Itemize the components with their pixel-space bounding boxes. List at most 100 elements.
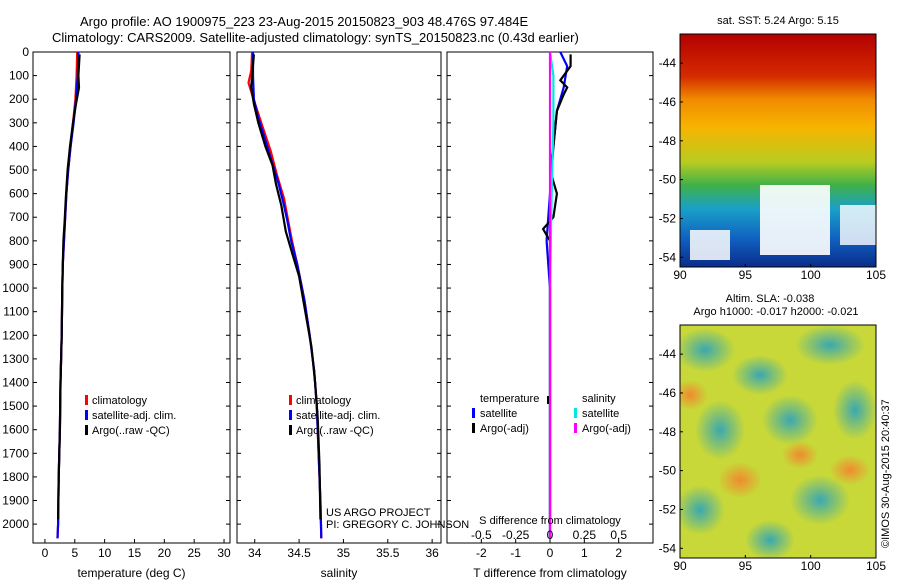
y-tick-label: 700 [9, 210, 29, 224]
y-tick-label: 400 [9, 139, 29, 153]
map-y-tick-label: -44 [659, 56, 677, 70]
map-x-tick-label: 100 [801, 559, 821, 573]
map-x-tick-label: 95 [739, 268, 753, 282]
x-tick-label: -1 [510, 546, 521, 560]
map-x-tick-label: 90 [673, 559, 687, 573]
map-y-tick-label: -48 [659, 425, 677, 439]
sst-land-mask [760, 185, 830, 255]
sst-map: sat. SST: 5.24 Argo: 5.15 90 95 100 105 -44 -… [659, 15, 887, 282]
series-line [57, 54, 81, 520]
sst-map-title: sat. SST: 5.24 Argo: 5.15 [717, 15, 839, 27]
legend-label: satellite [582, 408, 619, 420]
x-axis-label: T difference from climatology [473, 566, 627, 580]
y-tick-label: 600 [9, 187, 29, 201]
y-tick-label: 200 [9, 92, 29, 106]
us-argo-label: US ARGO PROJECT [326, 507, 431, 519]
x-axis-label: temperature (deg C) [77, 566, 185, 580]
legend-label: Argo(..raw -QC) [296, 425, 374, 437]
plot-area [32, 51, 231, 544]
x-tick-label: 20 [158, 546, 172, 560]
x-tick-label: 35.5 [376, 546, 400, 560]
map-y-tick-label: -44 [659, 347, 677, 361]
map-x-tick-label: 105 [866, 268, 886, 282]
legend-label: satellite-adj. clim. [296, 410, 380, 422]
y-tick-label: 1300 [2, 352, 29, 366]
legend-swatch [289, 425, 292, 435]
map-y-tick-label: -46 [659, 386, 677, 400]
legend-label: climatology [92, 395, 148, 407]
x-axis-label: salinity [321, 566, 358, 580]
s-tick-label: -0.5 [471, 528, 492, 542]
y-tick-label: 300 [9, 116, 29, 130]
legend-swatch [85, 410, 88, 420]
map-y-tick-label: -52 [659, 502, 677, 516]
map-y-tick-label: -50 [659, 173, 677, 187]
figure-title-line2: Climatology: CARS2009. Satellite-adjuste… [52, 30, 579, 45]
sla-map-subtitle: Argo h1000: -0.017 h2000: -0.021 [693, 306, 858, 318]
y-tick-label: 1700 [2, 446, 29, 460]
map-x-tick-label: 90 [673, 268, 687, 282]
x-tick-label: 1 [581, 546, 588, 560]
figure-title-line1: Argo profile: AO 1900975_223 23-Aug-2015… [80, 14, 528, 29]
legend-label: satellite-adj. clim. [92, 410, 176, 422]
y-tick-label: 1000 [2, 281, 29, 295]
y-tick-label: 1900 [2, 494, 29, 508]
x-tick-label: 15 [128, 546, 142, 560]
legend-label: Argo(-adj) [480, 423, 529, 435]
y-tick-label: 100 [9, 69, 29, 83]
profile-panel-temperature: 0 5 10 15 20 25 300100200300400500600700800900… [2, 45, 231, 580]
map-x-tick-label: 95 [739, 559, 753, 573]
legend-swatch [574, 408, 577, 418]
s-tick-label: -0.25 [502, 528, 530, 542]
imos-timestamp: ©IMOS 30-Aug-2015 20:40:37 [880, 399, 892, 548]
x-tick-label: 25 [188, 546, 202, 560]
x-tick-label: 34.5 [287, 546, 311, 560]
y-tick-label: 1600 [2, 423, 29, 437]
legend-swatch [289, 395, 292, 405]
map-y-tick-label: -46 [659, 95, 677, 109]
legend-title-salinity: salinity [582, 393, 616, 405]
legend-swatch [472, 408, 475, 418]
pi-label: PI: GREGORY C. JOHNSON [326, 519, 469, 531]
y-tick-label: 2000 [2, 517, 29, 531]
legend-swatch [289, 410, 292, 420]
profile-panel-difference: -2 -1 0 1 2 T difference from climatology temp… [446, 51, 654, 580]
map-y-tick-label: -54 [659, 541, 677, 555]
legend-label: climatology [296, 395, 352, 407]
x-tick-label: -2 [476, 546, 487, 560]
map-y-tick-label: -54 [659, 250, 677, 264]
y-tick-label: 1800 [2, 470, 29, 484]
sla-map: Altim. SLA: -0.038 Argo h1000: -0.017 h2… [659, 293, 887, 573]
legend-swatch [574, 423, 577, 433]
x-tick-label: 5 [71, 546, 78, 560]
legend-label: satellite [480, 408, 517, 420]
legend-swatch [85, 395, 88, 405]
series-line [250, 54, 322, 520]
y-tick-label: 0 [22, 45, 29, 59]
y-tick-label: 1500 [2, 399, 29, 413]
y-tick-label: 1400 [2, 375, 29, 389]
legend-swatch [85, 425, 88, 435]
x-tick-label: 30 [217, 546, 231, 560]
s-diff-label: S difference from climatology [479, 515, 621, 527]
s-tick-label: 0.5 [610, 528, 627, 542]
map-x-tick-label: 100 [801, 268, 821, 282]
map-y-tick-label: -52 [659, 211, 677, 225]
map-y-tick-label: -48 [659, 134, 677, 148]
y-tick-label: 1100 [3, 305, 29, 319]
legend-label: Argo(..raw -QC) [92, 425, 170, 437]
legend-label: Argo(-adj) [582, 423, 631, 435]
x-tick-label: 0 [547, 546, 554, 560]
x-tick-label: 34 [248, 546, 262, 560]
x-tick-label: 35 [337, 546, 351, 560]
map-x-tick-label: 105 [866, 559, 886, 573]
x-tick-label: 10 [98, 546, 112, 560]
y-tick-label: 800 [9, 234, 29, 248]
y-tick-label: 900 [9, 257, 29, 271]
profile-panel-salinity: 34 34.5 35 35.5 36 salinity climatology satelli… [236, 51, 442, 580]
x-tick-label: 0 [42, 546, 49, 560]
y-tick-label: 1200 [2, 328, 29, 342]
x-tick-label: 36 [425, 546, 439, 560]
y-tick-label: 500 [9, 163, 29, 177]
